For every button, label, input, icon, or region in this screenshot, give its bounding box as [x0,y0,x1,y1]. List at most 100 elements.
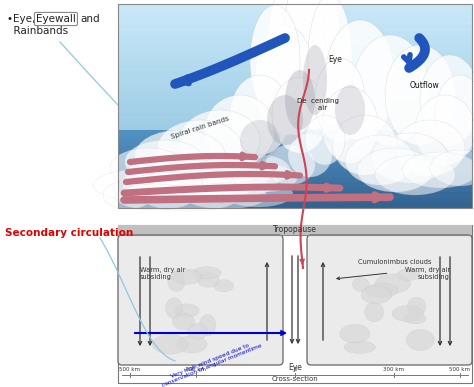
Ellipse shape [190,157,270,193]
Ellipse shape [165,170,255,200]
Bar [118,4,472,11]
Ellipse shape [365,302,383,322]
Text: Eyewall: Eyewall [36,14,76,24]
Bar [118,92,472,99]
Bar [118,167,472,172]
Ellipse shape [290,0,340,130]
Bar [118,174,472,181]
Bar [118,120,472,127]
Ellipse shape [267,0,323,135]
Ellipse shape [420,55,474,145]
Ellipse shape [406,329,434,351]
Bar [118,187,472,192]
Ellipse shape [344,341,375,353]
Ellipse shape [240,120,280,160]
Ellipse shape [202,168,278,196]
Ellipse shape [285,0,325,90]
Ellipse shape [267,95,303,145]
Ellipse shape [397,269,420,281]
FancyBboxPatch shape [118,235,283,365]
Ellipse shape [385,45,455,145]
Text: De  cending
    air: De cending air [297,99,339,111]
Ellipse shape [233,164,297,192]
Ellipse shape [176,336,207,353]
Ellipse shape [435,75,474,155]
Bar [118,154,472,160]
Ellipse shape [168,271,185,291]
Ellipse shape [357,148,433,192]
Bar [118,188,472,194]
Bar [118,31,472,38]
Bar [118,51,472,58]
Bar [118,182,472,187]
Text: Rainbands: Rainbands [7,26,68,36]
Ellipse shape [103,181,153,209]
Text: 300 km: 300 km [185,367,207,372]
Text: Very high wind speed due to
conservation of angular momentime: Very high wind speed due to conservation… [159,338,263,387]
Ellipse shape [187,323,208,339]
Ellipse shape [322,87,378,163]
Bar [118,11,472,17]
Bar [118,58,472,65]
Ellipse shape [372,133,448,183]
Bar [118,4,472,208]
Bar [118,65,472,72]
Bar [118,198,472,203]
Text: Outflow: Outflow [410,80,440,89]
Ellipse shape [345,135,415,185]
Bar [118,133,472,140]
Bar [118,160,472,167]
Ellipse shape [223,181,293,207]
Ellipse shape [340,324,370,343]
Ellipse shape [288,133,332,177]
Text: Eye: Eye [288,363,302,372]
Ellipse shape [392,306,423,322]
Text: •Eye,: •Eye, [7,14,38,24]
Ellipse shape [110,148,186,188]
Ellipse shape [123,172,233,202]
Ellipse shape [333,115,397,175]
Ellipse shape [361,286,392,304]
Bar [118,151,472,156]
Ellipse shape [197,273,219,287]
Bar [118,225,472,383]
Bar [118,72,472,79]
Text: 500 km: 500 km [119,367,140,372]
Ellipse shape [174,304,199,317]
Bar [118,194,472,201]
Ellipse shape [325,20,395,140]
Ellipse shape [183,183,267,209]
Ellipse shape [125,157,215,193]
Ellipse shape [250,5,300,115]
Ellipse shape [220,154,290,186]
Text: Cumulonimbus clouds: Cumulonimbus clouds [358,259,431,265]
Text: Eye: Eye [328,55,342,65]
Bar [118,146,472,151]
Ellipse shape [255,25,315,135]
FancyBboxPatch shape [307,235,472,365]
Ellipse shape [230,75,290,155]
Ellipse shape [125,140,205,184]
Ellipse shape [375,155,455,195]
Ellipse shape [403,313,426,324]
Bar [118,130,472,136]
Ellipse shape [214,280,234,292]
Ellipse shape [415,95,474,165]
Bar [118,177,472,182]
Ellipse shape [305,115,345,165]
Ellipse shape [315,58,365,142]
Bar [118,38,472,45]
Ellipse shape [153,334,188,354]
Bar [118,225,472,235]
Bar [118,86,472,92]
Text: 500 km: 500 km [449,367,471,372]
Ellipse shape [135,130,225,180]
Text: Cross-section: Cross-section [272,376,319,382]
Bar [118,192,472,198]
Bar [118,136,472,141]
Ellipse shape [115,184,195,210]
Bar [118,161,472,167]
Ellipse shape [308,0,352,125]
Ellipse shape [303,45,327,115]
Text: Spiral rain bands: Spiral rain bands [170,116,230,140]
